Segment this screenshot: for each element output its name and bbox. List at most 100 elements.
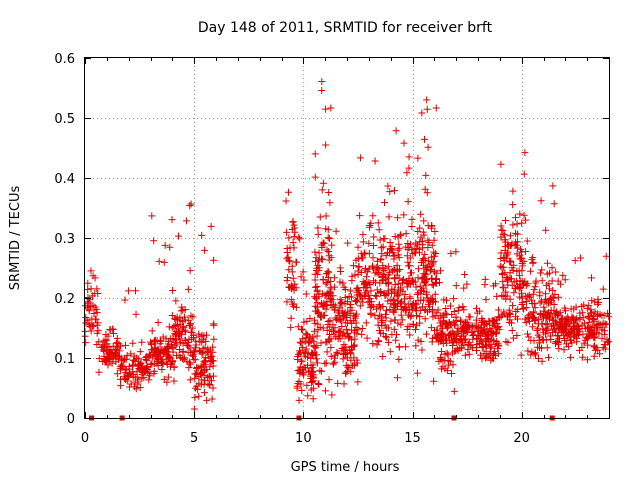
data-point xyxy=(394,280,402,288)
data-point xyxy=(405,164,413,172)
data-point xyxy=(196,338,204,346)
data-point xyxy=(161,241,169,249)
data-point xyxy=(585,313,593,321)
data-point xyxy=(200,357,208,365)
data-point xyxy=(577,254,585,262)
data-point xyxy=(473,347,481,355)
data-point xyxy=(313,332,321,340)
x-tick-label: 20 xyxy=(513,431,530,446)
data-point xyxy=(124,371,132,379)
data-point xyxy=(349,362,357,370)
data-point xyxy=(437,336,445,344)
data-point xyxy=(477,351,485,359)
data-point xyxy=(318,241,326,249)
data-point xyxy=(136,348,144,356)
data-point xyxy=(184,341,192,349)
data-point xyxy=(112,355,120,363)
data-point xyxy=(408,215,416,223)
data-point xyxy=(512,313,520,321)
y-tick-label: 0.4 xyxy=(54,172,75,187)
data-point xyxy=(171,342,179,350)
data-point xyxy=(482,296,490,304)
data-point xyxy=(509,221,517,229)
data-point xyxy=(524,312,532,320)
data-point xyxy=(448,369,456,377)
y-tick-label: 0.2 xyxy=(54,292,75,307)
data-point xyxy=(325,252,333,260)
data-point xyxy=(298,387,306,395)
data-point xyxy=(132,310,140,318)
data-point xyxy=(550,200,558,208)
data-point xyxy=(316,213,324,221)
data-point xyxy=(115,347,123,355)
data-point xyxy=(416,312,424,320)
axis-ticks: 0 0.1 0.2 0.3 0.4 0.5 0.6 0 5 10 15 20 xyxy=(54,52,609,446)
data-point xyxy=(505,310,513,318)
data-point xyxy=(291,224,299,232)
data-point xyxy=(354,255,362,263)
data-point xyxy=(143,365,151,373)
data-point xyxy=(398,316,406,324)
data-point xyxy=(367,287,375,295)
data-point xyxy=(524,347,532,355)
data-point xyxy=(430,377,438,385)
data-point xyxy=(521,149,529,157)
data-point xyxy=(313,342,321,350)
data-point xyxy=(386,188,394,196)
data-point xyxy=(393,267,401,275)
data-point xyxy=(140,374,148,382)
data-point xyxy=(339,355,347,363)
data-point xyxy=(542,226,550,234)
data-point xyxy=(201,344,209,352)
data-point xyxy=(578,343,586,351)
data-point xyxy=(440,296,448,304)
data-point xyxy=(122,366,130,374)
data-point xyxy=(420,270,428,278)
data-point xyxy=(460,306,468,314)
data-point xyxy=(117,354,125,362)
data-point xyxy=(598,324,606,332)
data-point xyxy=(186,360,194,368)
data-point xyxy=(300,318,308,326)
data-point xyxy=(343,368,351,376)
data-point xyxy=(172,297,180,305)
data-point xyxy=(478,355,486,363)
data-point xyxy=(384,263,392,271)
data-point xyxy=(586,328,594,336)
data-point xyxy=(473,316,481,324)
data-point xyxy=(104,332,112,340)
data-point xyxy=(427,294,435,302)
data-point xyxy=(330,274,338,282)
data-point xyxy=(378,322,386,330)
data-point xyxy=(514,244,522,252)
data-point xyxy=(321,360,329,368)
data-point xyxy=(388,242,396,250)
data-point xyxy=(408,269,416,277)
data-point xyxy=(595,320,603,328)
data-point xyxy=(477,335,485,343)
data-point xyxy=(289,274,297,282)
data-point xyxy=(87,285,95,293)
data-point xyxy=(283,228,291,236)
data-point xyxy=(344,308,352,316)
data-point xyxy=(373,292,381,300)
data-point xyxy=(482,320,490,328)
data-point xyxy=(311,173,319,181)
data-point xyxy=(580,301,588,309)
data-point xyxy=(506,275,514,283)
data-point xyxy=(341,293,349,301)
data-point xyxy=(321,387,329,395)
data-point xyxy=(539,325,547,333)
data-point xyxy=(352,319,360,327)
data-point xyxy=(432,280,440,288)
data-point xyxy=(423,189,431,197)
data-point xyxy=(427,324,435,332)
data-point xyxy=(365,239,373,247)
data-point xyxy=(181,336,189,344)
data-point xyxy=(390,325,398,333)
y-tick-label: 0.6 xyxy=(54,52,75,67)
data-point xyxy=(358,330,366,338)
data-point xyxy=(187,335,195,343)
data-point xyxy=(329,292,337,300)
data-point xyxy=(117,382,125,390)
